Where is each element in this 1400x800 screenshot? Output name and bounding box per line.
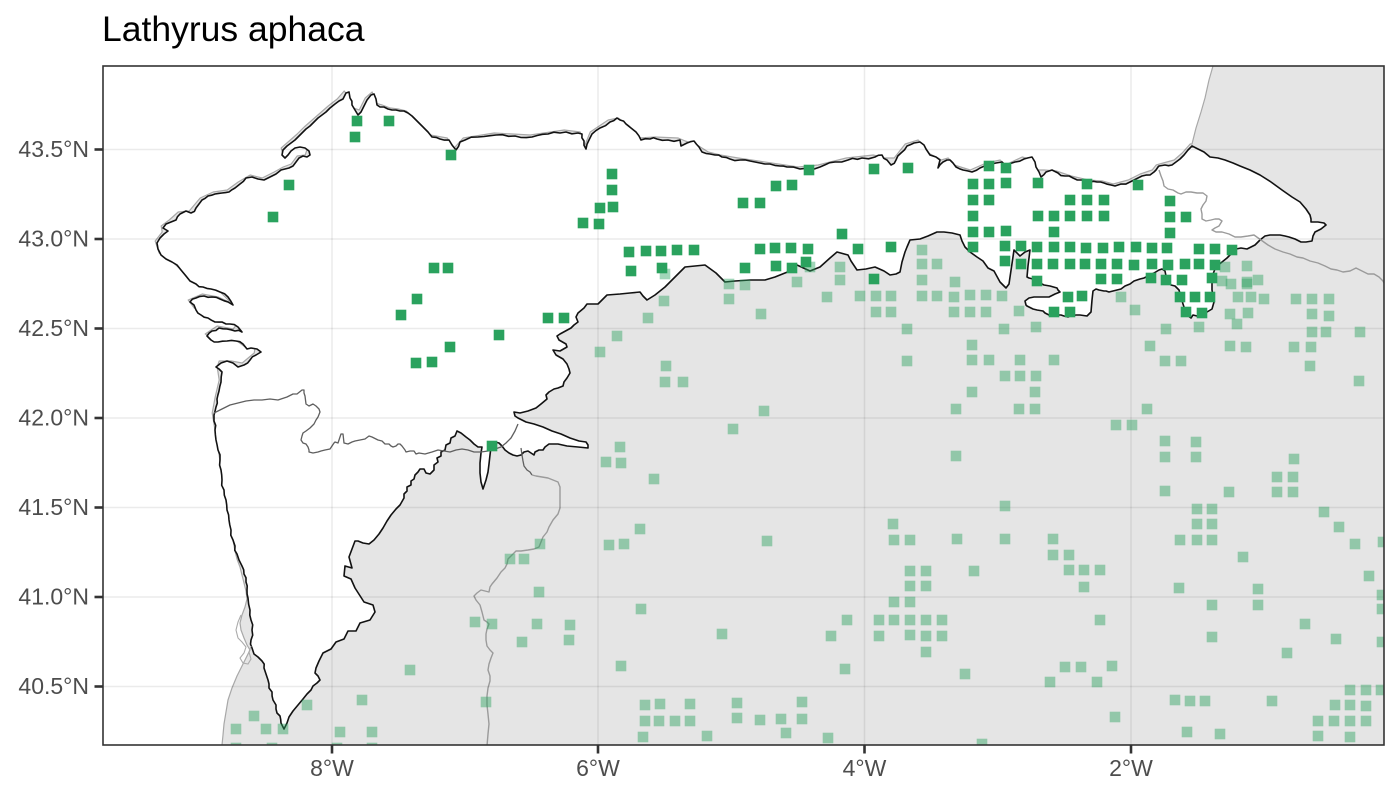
svg-text:4°W: 4°W (843, 755, 887, 781)
svg-text:42.0°N: 42.0°N (18, 405, 89, 431)
svg-text:41.0°N: 41.0°N (18, 584, 89, 610)
svg-text:2°W: 2°W (1109, 755, 1153, 781)
svg-text:43.5°N: 43.5°N (18, 136, 89, 162)
svg-text:40.5°N: 40.5°N (18, 673, 89, 699)
svg-text:42.5°N: 42.5°N (18, 315, 89, 341)
svg-text:43.0°N: 43.0°N (18, 226, 89, 252)
svg-text:Lathyrus aphaca: Lathyrus aphaca (102, 9, 365, 49)
svg-text:41.5°N: 41.5°N (18, 494, 89, 520)
svg-text:8°W: 8°W (310, 755, 354, 781)
svg-text:6°W: 6°W (576, 755, 620, 781)
